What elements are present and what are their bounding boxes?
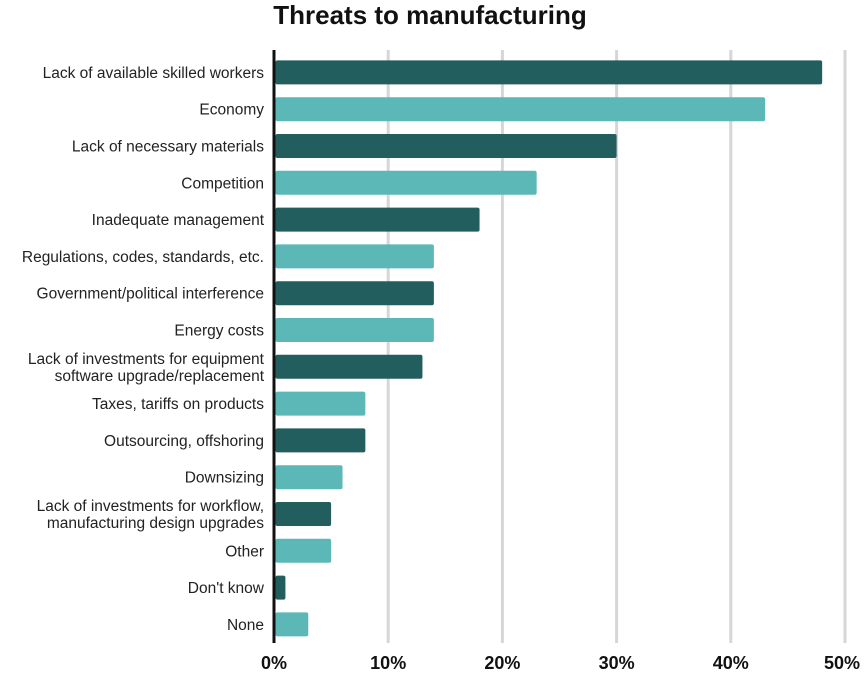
x-tick-label: 40% — [713, 653, 749, 673]
bar — [275, 354, 423, 379]
x-tick-label: 0% — [261, 653, 287, 673]
bar — [275, 428, 366, 453]
category-label: Government/political interference — [37, 286, 264, 303]
category-label: Competition — [181, 175, 264, 192]
category-label: None — [227, 617, 264, 634]
bar — [275, 538, 332, 563]
category-label: Energy costs — [174, 323, 264, 340]
bar — [275, 502, 332, 526]
category-label: Lack of available skilled workers — [43, 65, 265, 82]
bar — [275, 170, 537, 195]
bar — [275, 465, 343, 490]
x-tick-label: 50% — [824, 653, 860, 673]
x-tick-label: 10% — [370, 653, 406, 673]
bar — [275, 281, 434, 306]
category-label: Regulations, codes, standards, etc. — [22, 249, 264, 266]
category-label: Outsourcing, offshoring — [104, 433, 264, 450]
x-tick-label: 20% — [484, 653, 520, 673]
category-label: Lack of investments for workflow, manufac… — [37, 498, 265, 532]
category-label: Don't know — [188, 580, 265, 597]
category-label: Other — [225, 543, 264, 560]
chart-title: Threats to manufacturing — [273, 0, 586, 30]
category-label: Lack of necessary materials — [72, 139, 264, 156]
bar — [275, 134, 617, 158]
bar — [275, 612, 309, 637]
bar — [275, 318, 434, 342]
bar — [275, 60, 823, 85]
bar — [275, 575, 286, 600]
category-label: Lack of investments for equipment softwar… — [28, 351, 265, 385]
category-label: Taxes, tariffs on products — [92, 396, 264, 413]
bar — [275, 244, 434, 269]
bars — [275, 60, 823, 637]
x-tick-labels: 0% 10% 20% 30% 40% 50% — [261, 653, 860, 673]
bar — [275, 207, 480, 232]
category-label: Downsizing — [185, 470, 264, 487]
x-tick-label: 30% — [599, 653, 635, 673]
category-label: Economy — [199, 102, 264, 119]
bar — [275, 391, 366, 416]
category-labels: Lack of available skilled workers Economy… — [22, 65, 265, 634]
bar — [275, 97, 766, 122]
category-label: Inadequate management — [92, 212, 265, 229]
